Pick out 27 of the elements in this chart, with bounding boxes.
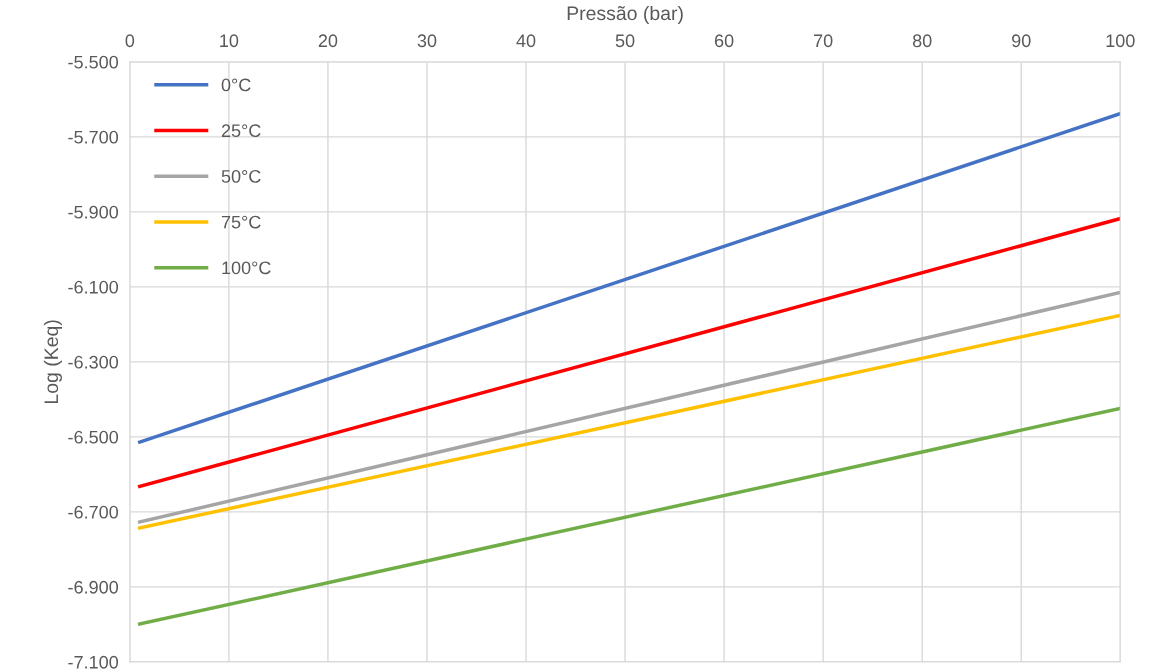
y-tick-label: -5.500 <box>68 55 119 69</box>
x-tick-label: 100 <box>1106 34 1135 48</box>
legend-label: 25°C <box>221 124 261 138</box>
y-tick-label: -6.500 <box>68 430 119 444</box>
legend-label: 100°C <box>222 261 271 275</box>
y-tick-label: -5.900 <box>68 205 119 219</box>
x-tick-label: 40 <box>516 34 536 48</box>
x-axis-title: Pressão (bar) <box>567 5 683 25</box>
y-tick-label: -6.300 <box>68 355 119 369</box>
x-tick-label: 0 <box>125 34 135 48</box>
y-tick-label: -6.900 <box>68 580 119 594</box>
x-tick-label: 50 <box>615 34 635 48</box>
x-tick-label: 20 <box>318 34 338 48</box>
x-tick-label: 70 <box>814 34 833 48</box>
y-tick-label: -6.700 <box>68 505 119 519</box>
y-tick-label: -6.100 <box>68 280 119 294</box>
y-axis-title: Log (Keq) <box>43 320 62 403</box>
legend-label: 50°C <box>221 169 261 183</box>
x-tick-label: 60 <box>714 34 734 48</box>
x-tick-label: 90 <box>1012 34 1031 48</box>
y-tick-label: -5.700 <box>68 130 119 144</box>
x-tick-label: 80 <box>912 34 932 48</box>
x-tick-label: 30 <box>417 34 437 48</box>
y-tick-label: -7.100 <box>68 655 119 669</box>
x-tick-label: 10 <box>220 34 239 48</box>
legend-label: 75°C <box>221 215 261 229</box>
legend-label: 0°C <box>221 78 251 92</box>
